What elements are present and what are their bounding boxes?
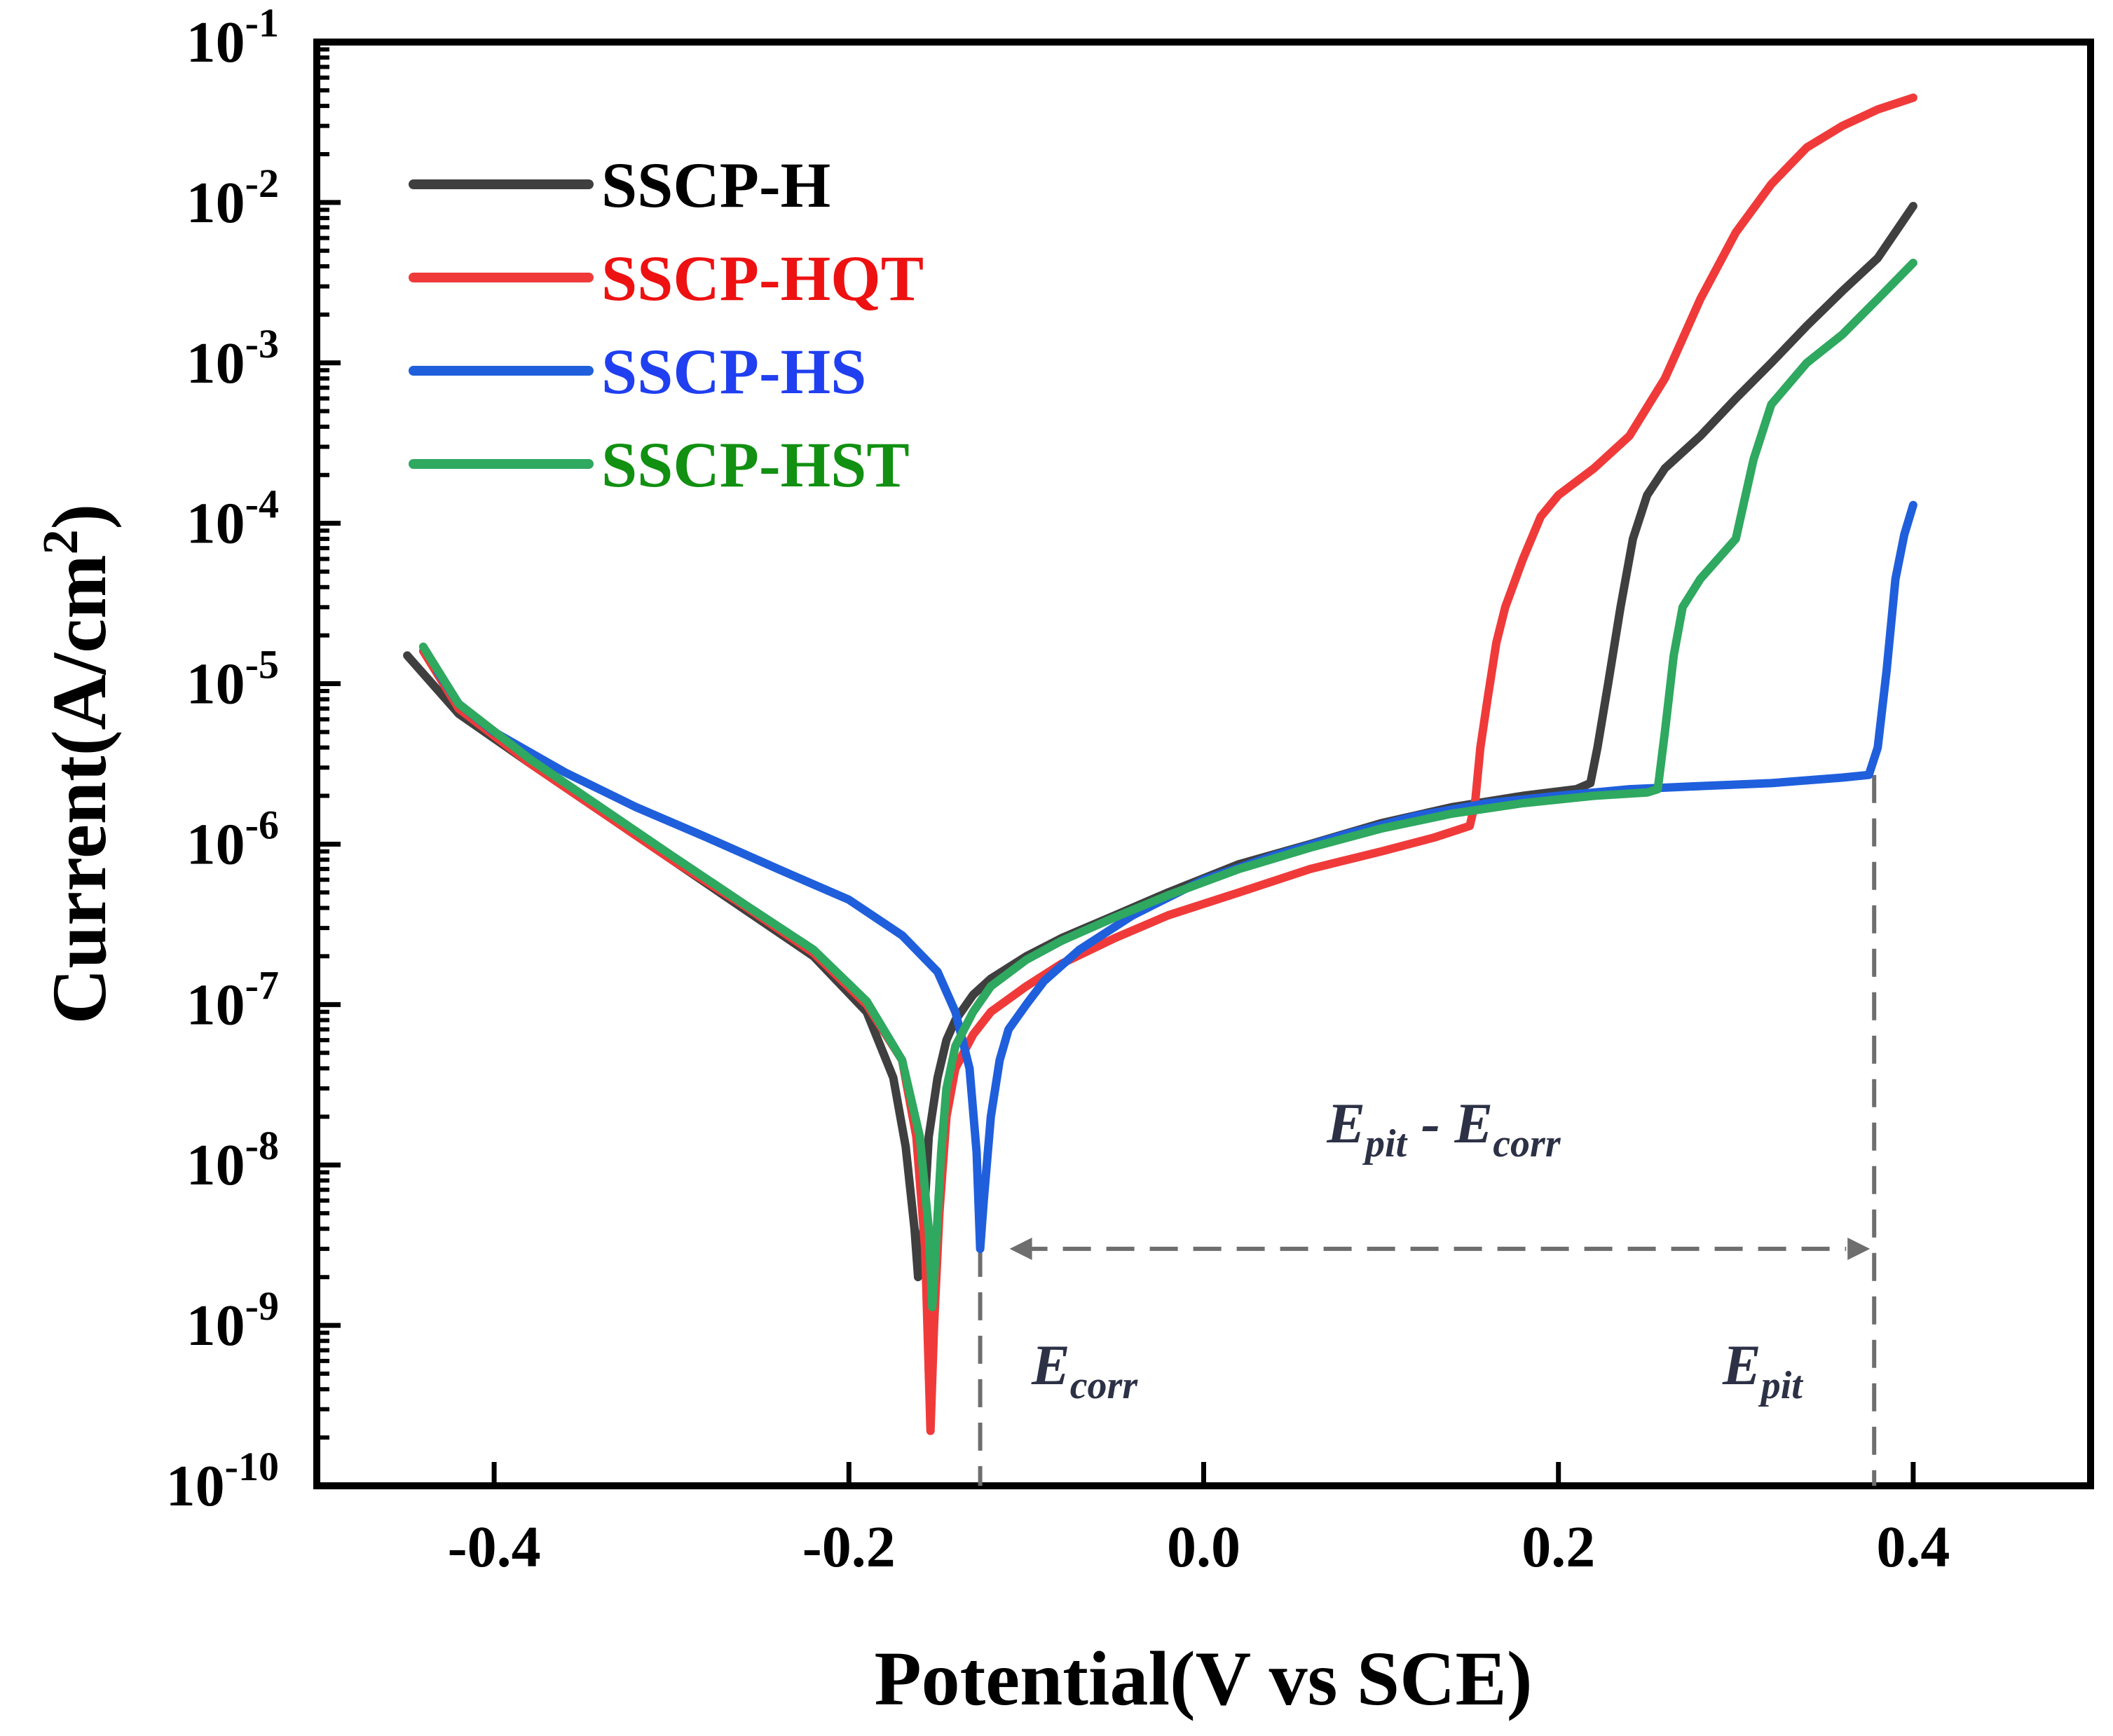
- x-tick-label: -0.4: [448, 1515, 541, 1580]
- y-tick-base: 10: [186, 331, 245, 396]
- svg-text:Ecorr: Ecorr: [1031, 1333, 1138, 1407]
- ecorr-sub: corr: [1070, 1364, 1139, 1407]
- y-tick-exponent: -8: [245, 1123, 279, 1168]
- diff-e1: E: [1326, 1091, 1365, 1155]
- y-tick-base: 10: [186, 10, 245, 75]
- annotation-guides: [978, 774, 1877, 1486]
- y-tick-label: 10-8: [186, 1123, 279, 1198]
- diff-sub2: corr: [1493, 1122, 1561, 1166]
- y-tick-exponent: -6: [245, 802, 279, 847]
- y-tick-exponent: -1: [245, 0, 279, 46]
- axis-ticks: [317, 39, 1916, 1489]
- y-tick-exponent: -5: [245, 642, 279, 688]
- y-tick-base: 10: [186, 1133, 245, 1198]
- y-tick-label: 10-6: [186, 802, 279, 877]
- svg-text:Epit: Epit: [1722, 1333, 1803, 1407]
- y-tick-base: 10: [186, 812, 245, 877]
- x-tick-label: 0.4: [1876, 1515, 1950, 1580]
- x-tick-label: -0.2: [802, 1515, 896, 1580]
- y-tick-base: 10: [186, 170, 245, 235]
- y-tick-label: 10-7: [186, 962, 279, 1037]
- legend-label-sscp-hqt: SSCP-HQT: [601, 242, 924, 314]
- legend: SSCP-H SSCP-HQT SSCP-HS SSCP-HST: [409, 149, 924, 500]
- legend-label-sscp-hst: SSCP-HST: [601, 429, 910, 500]
- diff-e2: E: [1454, 1091, 1493, 1155]
- y-tick-label: 10-2: [186, 160, 279, 235]
- diff-sep: -: [1407, 1091, 1454, 1155]
- epit-sub: pit: [1758, 1364, 1804, 1407]
- y-tick-base: 10: [186, 1293, 245, 1358]
- y-tick-exponent: -4: [245, 481, 279, 527]
- y-axis-title-main: Current(A/cm: [36, 554, 122, 1024]
- y-tick-label: 10-1: [186, 0, 279, 75]
- y-axis-title-close: ): [36, 504, 122, 530]
- svg-text:Epit - Ecorr: Epit - Ecorr: [1326, 1091, 1561, 1166]
- y-tick-exponent: -9: [245, 1283, 279, 1329]
- y-tick-label: 10-5: [186, 642, 279, 717]
- y-tick-exponent: -2: [245, 160, 279, 206]
- y-tick-exponent: -3: [245, 321, 279, 367]
- y-tick-base: 10: [186, 652, 245, 717]
- annotation-e-pit: Epit: [1722, 1333, 1803, 1407]
- y-tick-labels: 10-110-210-310-410-510-610-710-810-910-1…: [166, 0, 279, 1519]
- y-tick-label: 10-9: [186, 1283, 279, 1358]
- x-tick-label: 0.2: [1522, 1515, 1595, 1580]
- annotation-e-pit-minus-e-corr: Epit - Ecorr: [1326, 1091, 1561, 1166]
- diff-sub1: pit: [1362, 1122, 1408, 1166]
- y-axis-title: Current(A/cm2): [32, 504, 122, 1025]
- x-tick-label: 0.0: [1167, 1515, 1240, 1580]
- ecorr-main: E: [1031, 1333, 1070, 1397]
- series-line-sscp-hst: [418, 259, 1917, 1311]
- difference-arrow-head-right: [1847, 1237, 1871, 1260]
- y-axis-title-sup: 2: [32, 529, 88, 554]
- y-tick-base: 10: [186, 972, 245, 1037]
- epit-main: E: [1722, 1333, 1761, 1397]
- series-lines: [403, 93, 1917, 1435]
- y-tick-exponent: -10: [225, 1444, 279, 1489]
- legend-label-sscp-h: SSCP-H: [601, 149, 830, 221]
- y-tick-label: 10-10: [166, 1444, 279, 1519]
- series-line-sscp-hs: [433, 500, 1917, 1253]
- x-axis-title: Potential(V vs SCE): [874, 1636, 1532, 1721]
- y-tick-base: 10: [186, 491, 245, 556]
- annotation-e-corr: Ecorr: [1031, 1333, 1138, 1407]
- legend-label-sscp-hs: SSCP-HS: [601, 336, 866, 407]
- y-tick-label: 10-3: [186, 321, 279, 396]
- x-tick-labels: -0.4 -0.2 0.0 0.2 0.4: [448, 1515, 1950, 1580]
- difference-arrow-head-left: [1009, 1237, 1032, 1260]
- y-tick-exponent: -7: [245, 962, 279, 1008]
- y-tick-base: 10: [166, 1454, 225, 1519]
- y-tick-label: 10-4: [186, 481, 279, 556]
